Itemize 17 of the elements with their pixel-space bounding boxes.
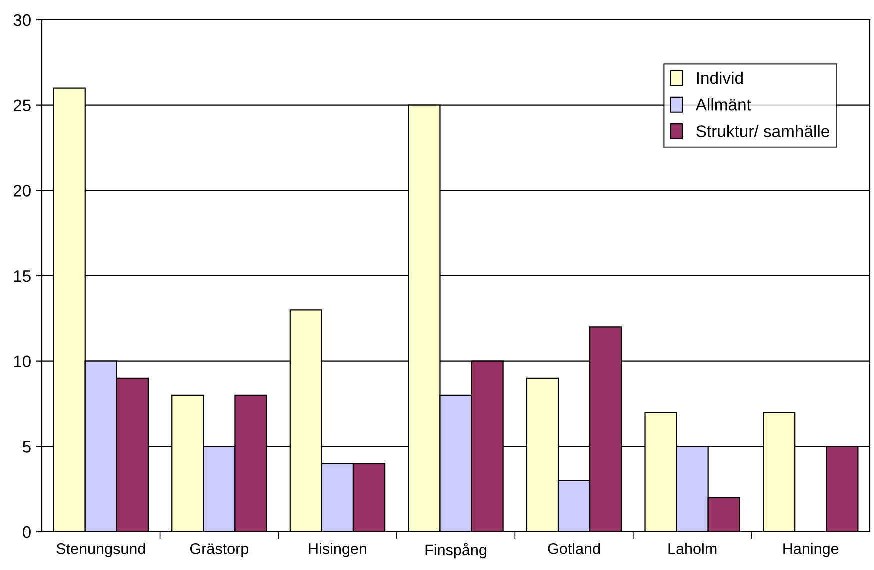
legend-label: Individ — [697, 72, 743, 84]
y-tick-label: 10 — [14, 356, 31, 368]
x-tick-label: Gotland — [548, 543, 600, 554]
x-tick-label: Finspång — [426, 543, 486, 559]
x-tick-label: Laholm — [668, 543, 717, 554]
y-tick-label: 20 — [14, 185, 31, 197]
y-tick-label: 5 — [22, 441, 31, 453]
x-tick-label: Hisingen — [309, 543, 366, 558]
legend-label: Struktur/ samhälle — [696, 125, 830, 138]
x-tick-label: Grästorp — [190, 544, 249, 558]
y-tick-label: 0 — [22, 526, 31, 538]
y-tick-label: 30 — [14, 14, 31, 26]
x-tick-label: Haninge — [784, 543, 839, 558]
y-tick-label: 25 — [14, 100, 31, 112]
x-tick-label: Stenungsund — [56, 543, 146, 558]
y-tick-label: 15 — [14, 270, 31, 282]
legend-label: Allmänt — [696, 98, 752, 111]
